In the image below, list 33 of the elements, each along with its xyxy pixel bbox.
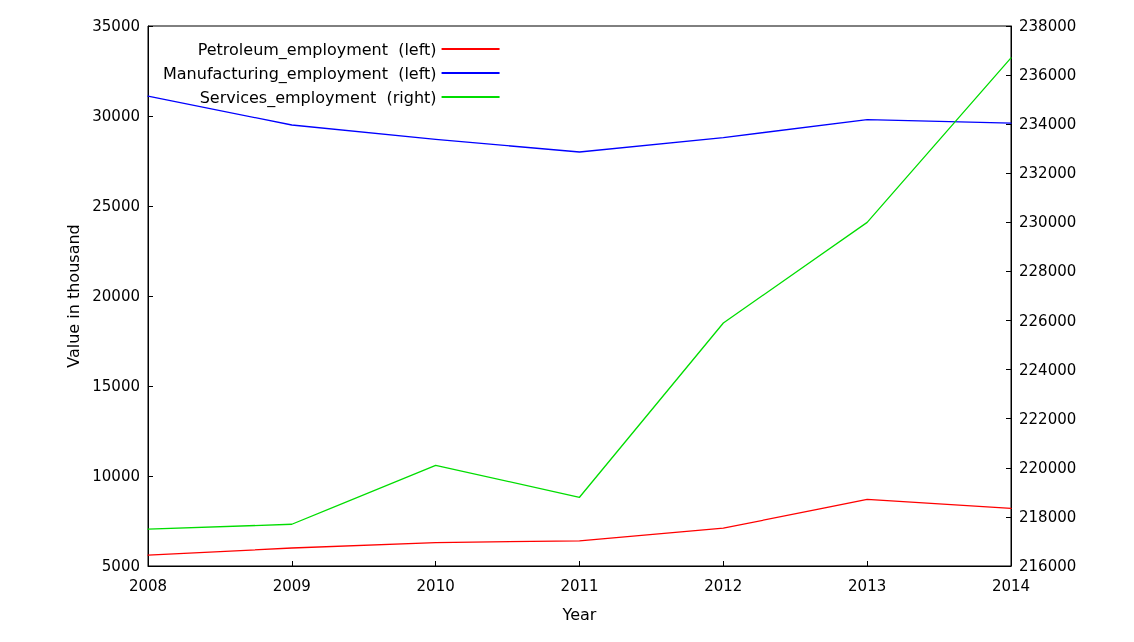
x-tick-label: 2010 xyxy=(416,576,455,595)
y-tick-label: 10000 xyxy=(92,467,140,485)
x-tick-label: 2012 xyxy=(704,576,743,595)
x-tick-label: 2013 xyxy=(848,576,887,595)
y-tick-label: 25000 xyxy=(92,197,140,215)
y-tick-label: 35000 xyxy=(92,17,140,35)
x-tick-label: 2014 xyxy=(991,576,1031,595)
y2-tick-label: 238000 xyxy=(1019,17,1077,35)
y-tick-label: 20000 xyxy=(92,287,140,305)
y2-tick-label: 234000 xyxy=(1019,115,1077,134)
y-axis-title: Value in thousand xyxy=(63,224,83,368)
y2-tick-label: 220000 xyxy=(1019,458,1077,477)
y2-tick-label: 218000 xyxy=(1019,507,1077,526)
line-series xyxy=(147,498,1012,556)
x-axis-title: Year xyxy=(561,604,597,624)
y2-tick-label: 232000 xyxy=(1019,164,1077,183)
y-tick-label: 30000 xyxy=(92,107,140,125)
line-series xyxy=(147,57,1012,530)
y-tick-label: 5000 xyxy=(101,557,140,575)
y-tick-label: 15000 xyxy=(92,377,140,395)
y2-tick-label: 224000 xyxy=(1019,360,1077,379)
legend-label: Petroleum_employment (left) xyxy=(197,39,437,60)
y2-tick-label: 222000 xyxy=(1019,409,1077,428)
x-tick-label: 2008 xyxy=(128,576,168,595)
y2-tick-label: 230000 xyxy=(1019,213,1077,232)
legend-label: Services_employment (right) xyxy=(199,87,437,108)
y2-tick-label: 226000 xyxy=(1019,311,1077,330)
x-tick-label: 2009 xyxy=(272,576,311,595)
x-tick-label: 2011 xyxy=(560,576,599,595)
legend-label: Manufacturing_employment (left) xyxy=(163,63,437,84)
y2-tick-label: 216000 xyxy=(1019,557,1077,575)
y2-tick-label: 228000 xyxy=(1019,262,1077,281)
y2-tick-label: 236000 xyxy=(1019,66,1077,85)
